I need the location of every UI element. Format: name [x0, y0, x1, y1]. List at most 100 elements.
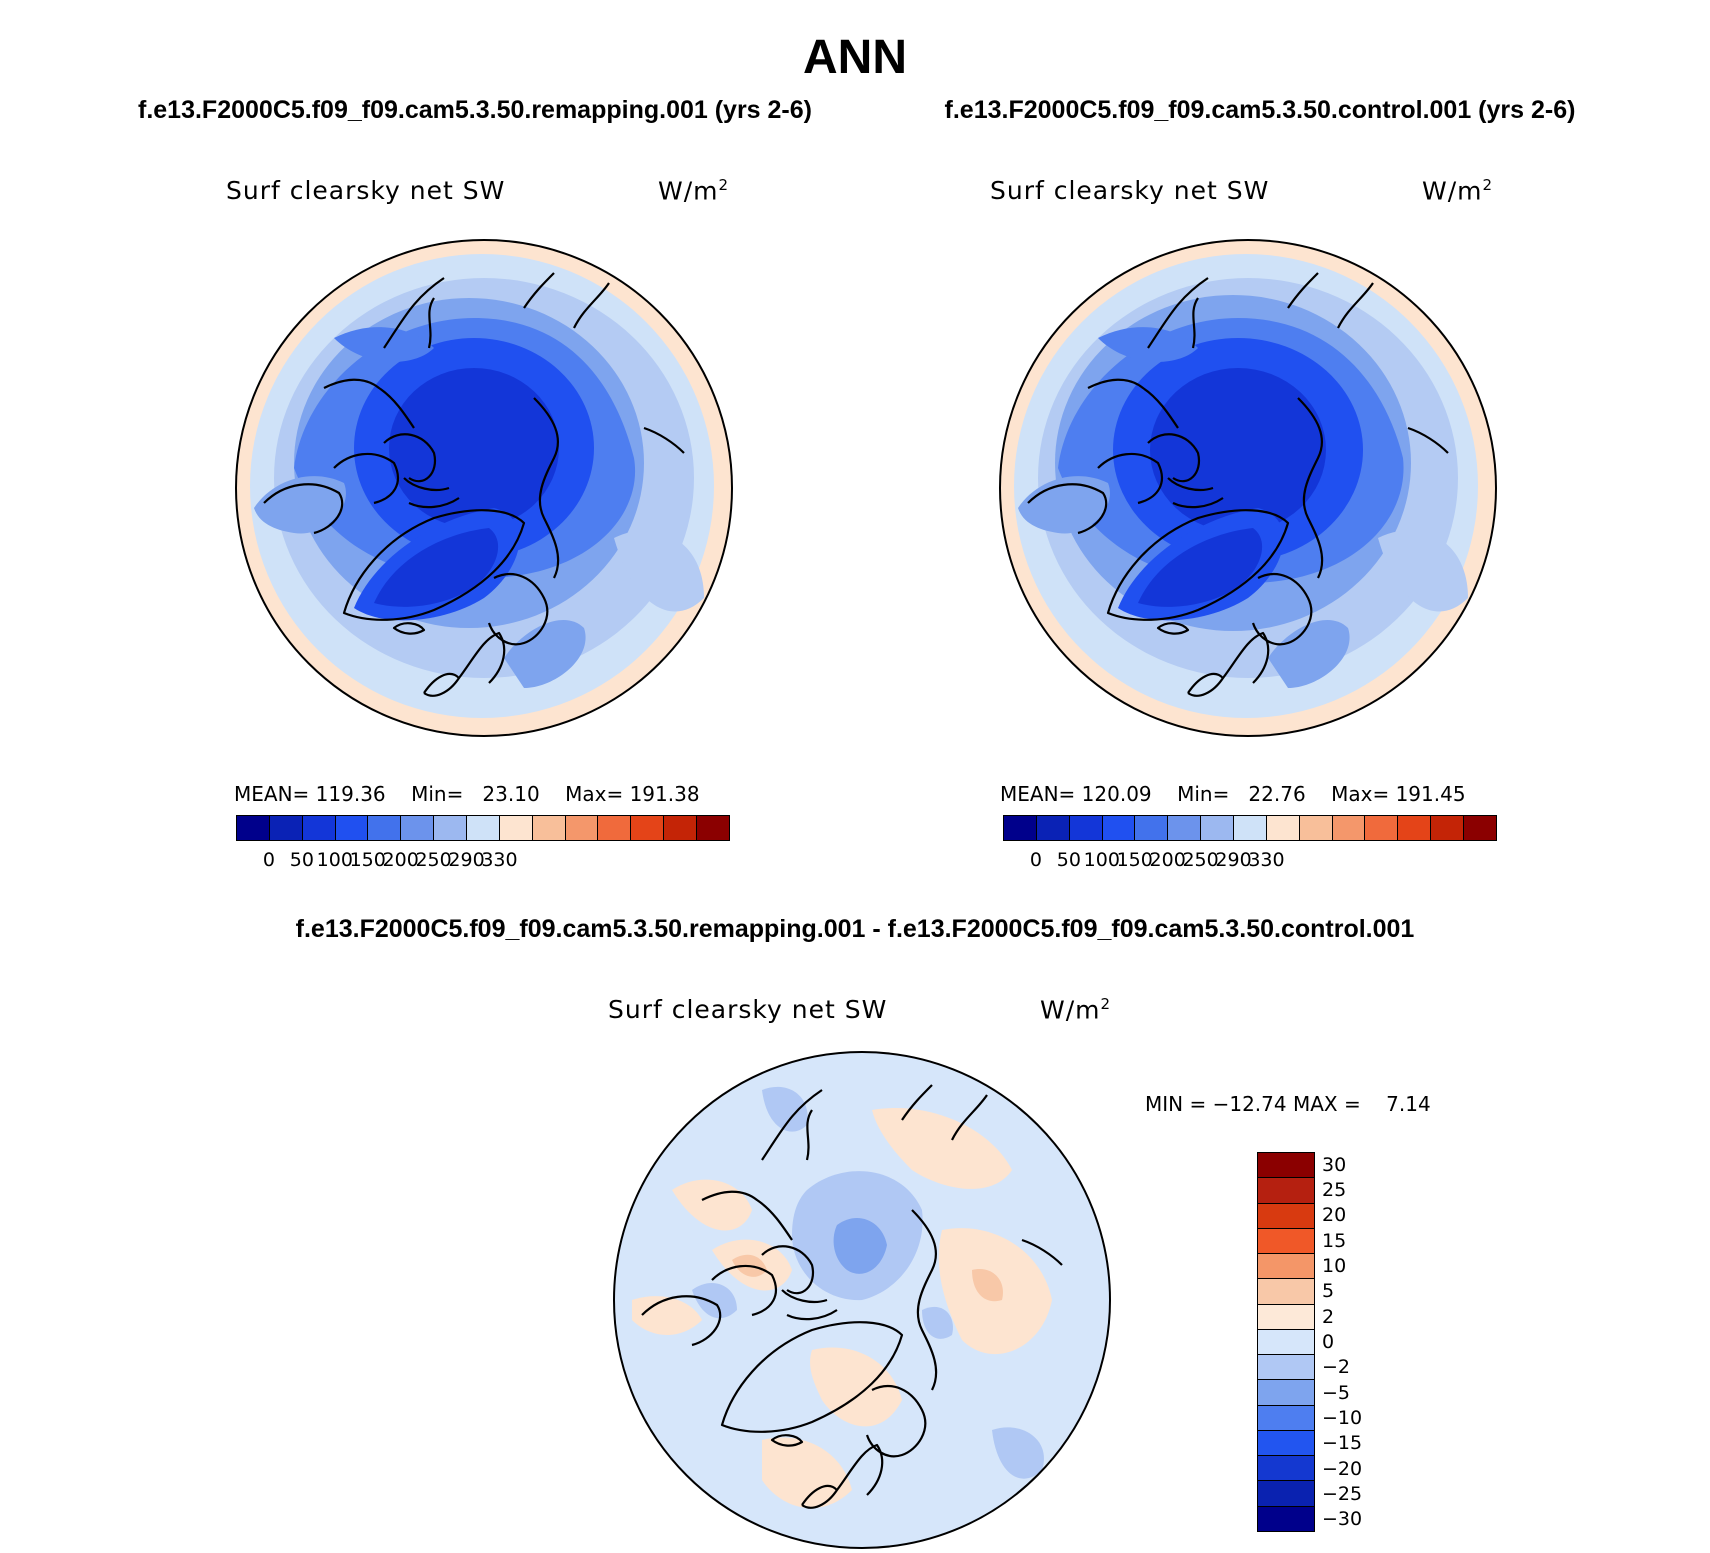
diff-colorbar-swatch	[1258, 1178, 1314, 1204]
left-stats: MEAN= 119.36 Min= 23.10 Max= 191.38	[234, 782, 700, 806]
right-colorbar-swatch	[1201, 816, 1235, 840]
right-max-label: Max=	[1331, 782, 1390, 806]
left-colorbar-swatch	[631, 816, 665, 840]
right-units: W/m2	[1422, 176, 1494, 206]
case-title-right: f.e13.F2000C5.f09_f09.cam5.3.50.control.…	[944, 96, 1576, 124]
diff-min-value: −12.74	[1212, 1092, 1287, 1116]
diff-colorbar-tick-label: 25	[1322, 1179, 1347, 1201]
diff-colorbar-tick-label: −25	[1322, 1483, 1363, 1505]
left-polar-map	[235, 239, 733, 737]
left-colorbar	[236, 815, 730, 841]
diff-colorbar-tick-label: −15	[1322, 1432, 1363, 1455]
diff-colorbar-tick-label: −20	[1322, 1457, 1363, 1480]
left-colorbar-swatch	[434, 816, 468, 840]
diff-colorbar-swatch	[1258, 1329, 1314, 1356]
left-colorbar-swatch	[401, 816, 435, 840]
right-colorbar-swatch	[1234, 816, 1267, 840]
right-colorbar-tick-label: 50	[1056, 849, 1081, 871]
right-colorbar-swatch	[1036, 816, 1070, 840]
right-colorbar	[1003, 815, 1497, 841]
diff-colorbar-swatch	[1258, 1279, 1314, 1305]
right-colorbar-tick-label: 250	[1182, 849, 1219, 871]
right-min-value: 22.76	[1248, 782, 1306, 806]
left-colorbar-swatch	[467, 816, 500, 840]
diff-colorbar-tick-label: −2	[1322, 1356, 1351, 1379]
right-colorbar-swatch	[1102, 816, 1136, 840]
diff-min-label: MIN =	[1145, 1092, 1207, 1116]
left-colorbar-tick-label: 290	[448, 849, 485, 871]
diff-colorbar-swatch	[1258, 1153, 1314, 1179]
left-colorbar-tick-label: 330	[481, 849, 518, 871]
left-mean-value: 119.36	[315, 782, 386, 806]
right-variable-name: Surf clearsky net SW	[990, 176, 1270, 205]
diff-colorbar-tick-label: 0	[1322, 1331, 1335, 1353]
diff-colorbar-tick-label: 15	[1322, 1229, 1347, 1252]
left-colorbar-tick-label: 150	[349, 849, 386, 871]
left-max-label: Max=	[565, 782, 624, 806]
case-title-left: f.e13.F2000C5.f09_f09.cam5.3.50.remappin…	[138, 96, 812, 124]
diff-colorbar-tick-label: 30	[1322, 1153, 1347, 1176]
diff-colorbar-swatch	[1258, 1405, 1314, 1431]
right-colorbar-tick-label: 0	[1029, 849, 1042, 871]
diff-colorbar-swatch	[1258, 1456, 1314, 1482]
diff-colorbar-swatch	[1258, 1228, 1314, 1255]
right-colorbar-swatch	[1069, 816, 1103, 840]
diff-colorbar-tick-label: 5	[1322, 1280, 1335, 1303]
right-stats: MEAN= 120.09 Min= 22.76 Max= 191.45	[1000, 782, 1466, 806]
left-min-value: 23.10	[482, 782, 540, 806]
diff-max-label: MAX =	[1292, 1092, 1361, 1116]
difference-polar-map	[613, 1051, 1111, 1549]
diff-colorbar-tick-label: 10	[1322, 1255, 1347, 1277]
right-colorbar-tick-label: 200	[1149, 849, 1186, 871]
right-polar-map	[999, 239, 1497, 737]
diff-colorbar-swatch	[1258, 1355, 1314, 1381]
right-colorbar-swatch	[1464, 816, 1496, 840]
right-colorbar-swatch	[1168, 816, 1202, 840]
right-colorbar-swatch	[1266, 816, 1300, 840]
left-colorbar-swatch	[335, 816, 369, 840]
left-colorbar-swatch	[499, 816, 533, 840]
right-colorbar-swatch	[1365, 816, 1399, 840]
diff-variable-name: Surf clearsky net SW	[608, 995, 888, 1024]
right-colorbar-tick-label: 330	[1248, 849, 1285, 871]
diff-colorbar-ticks: 30 25 20 15 10 5 2 0 −2 −5 −10 −15 −20 −25 −30	[1322, 1152, 1402, 1532]
diff-colorbar-tick-label: −5	[1322, 1381, 1351, 1404]
right-max-value: 191.45	[1395, 782, 1466, 806]
right-colorbar-ticks: 0 50 100 150 200 250 290 330	[1003, 849, 1497, 873]
right-colorbar-swatch	[1004, 816, 1037, 840]
diff-colorbar-tick-label: 2	[1322, 1305, 1335, 1328]
right-min-label: Min=	[1177, 782, 1230, 806]
diff-colorbar-swatch	[1258, 1506, 1314, 1531]
left-colorbar-tick-label: 100	[316, 849, 353, 871]
left-colorbar-swatch	[237, 816, 270, 840]
diff-colorbar-tick-label: 20	[1322, 1204, 1347, 1227]
diff-colorbar-tick-label: −30	[1322, 1508, 1363, 1531]
diff-colorbar-swatch	[1258, 1481, 1314, 1507]
left-colorbar-swatch	[368, 816, 402, 840]
diff-colorbar-swatch	[1258, 1203, 1314, 1229]
left-colorbar-swatch	[598, 816, 632, 840]
left-colorbar-swatch	[269, 816, 303, 840]
right-colorbar-swatch	[1431, 816, 1465, 840]
page-title: ANN	[803, 31, 907, 84]
left-min-label: Min=	[411, 782, 464, 806]
left-colorbar-tick-label: 200	[382, 849, 419, 871]
left-colorbar-swatch	[532, 816, 566, 840]
left-colorbar-swatch	[565, 816, 599, 840]
left-colorbar-swatch	[697, 816, 729, 840]
right-colorbar-swatch	[1299, 816, 1333, 840]
right-mean-value: 120.09	[1081, 782, 1152, 806]
left-max-value: 191.38	[629, 782, 700, 806]
left-colorbar-tick-label: 250	[415, 849, 452, 871]
left-mean-label: MEAN=	[234, 782, 310, 806]
right-colorbar-tick-label: 150	[1116, 849, 1153, 871]
diff-colorbar-swatch	[1258, 1304, 1314, 1330]
diff-colorbar	[1257, 1152, 1315, 1532]
right-mean-label: MEAN=	[1000, 782, 1076, 806]
diff-colorbar-swatch	[1258, 1430, 1314, 1457]
right-colorbar-tick-label: 290	[1215, 849, 1252, 871]
left-colorbar-swatch	[302, 816, 336, 840]
diff-colorbar-swatch	[1258, 1254, 1314, 1280]
left-units: W/m2	[658, 176, 730, 206]
right-colorbar-swatch	[1135, 816, 1169, 840]
